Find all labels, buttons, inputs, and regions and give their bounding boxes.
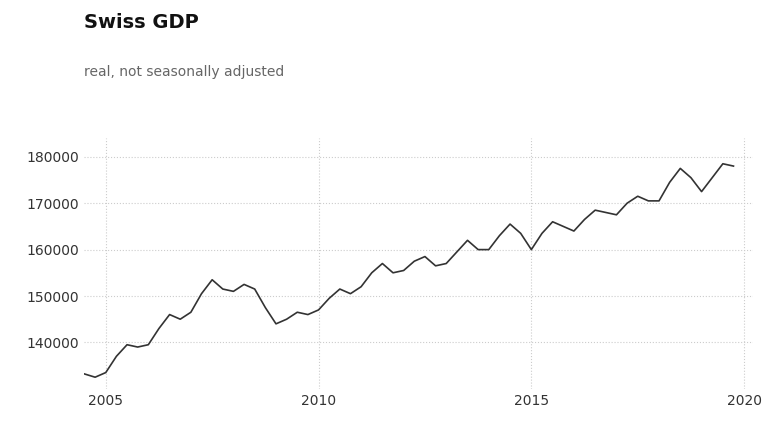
Text: real, not seasonally adjusted: real, not seasonally adjusted — [84, 65, 285, 79]
Text: Swiss GDP: Swiss GDP — [84, 13, 199, 32]
